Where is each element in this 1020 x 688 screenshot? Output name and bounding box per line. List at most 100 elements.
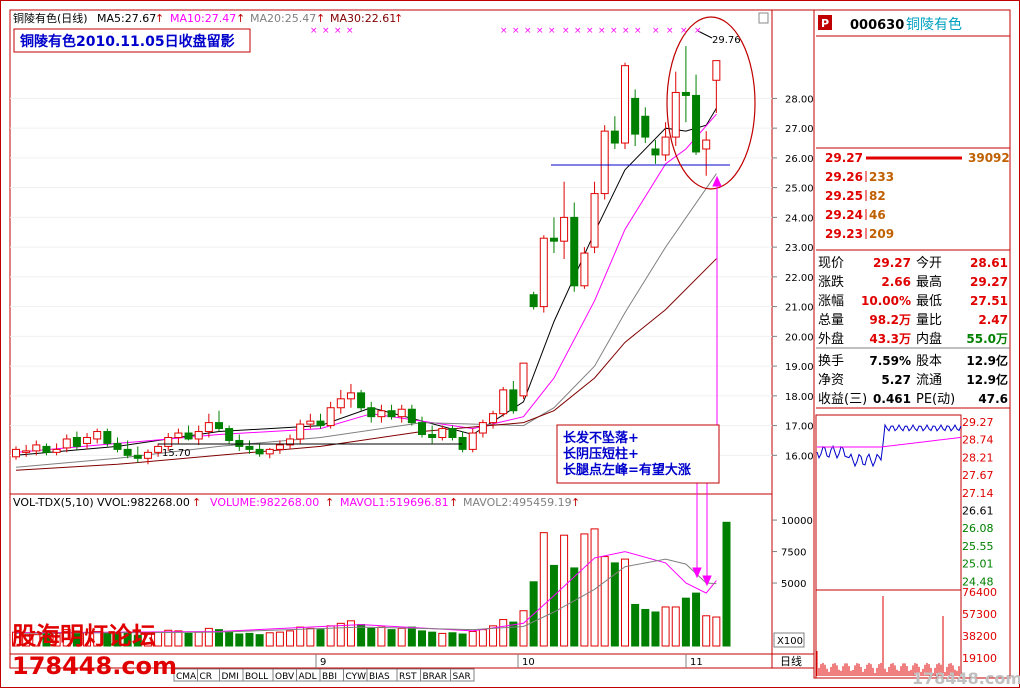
indicator-tab[interactable]: RST (396, 668, 421, 682)
volume-bar (296, 626, 305, 647)
corner-watermark: 178448.com (912, 669, 1020, 688)
indicator-tab[interactable]: CYW (343, 668, 368, 682)
indicator-tab[interactable]: CMA (173, 668, 198, 682)
volume-bar (580, 533, 589, 647)
indicator-tab[interactable]: SAR (450, 668, 475, 682)
volume-label: VOLUME:982268.00 (210, 496, 319, 509)
candle-body (489, 413, 498, 424)
stat-label: 今开 (916, 255, 942, 271)
quote-stat-row: 收益(三) 0.461 PE(动) 47.6 (818, 392, 1008, 407)
volume-bar (428, 631, 437, 647)
intraday-price-tick: 24.48 (962, 575, 994, 588)
volume-bar (32, 634, 41, 647)
indicator-tab[interactable]: CR (197, 668, 220, 682)
candle (671, 71, 680, 146)
candle (52, 443, 61, 456)
stat-label: 内盘 (916, 331, 942, 347)
indicator-tab-label: RST (399, 672, 417, 682)
quote-stat-row: 涨跌 2.66 最高 29.27 (818, 274, 1008, 290)
volume-bar (103, 632, 112, 647)
month-label: 10 (522, 657, 535, 668)
candle-body (93, 431, 102, 440)
vvol-arrow: ↑ (192, 496, 201, 509)
stat-value: 47.6 (978, 392, 1008, 406)
candle (489, 410, 498, 429)
intraday-price-tick: 26.61 (962, 505, 994, 518)
stat-label: PE(动) (916, 392, 955, 407)
stat-value: 12.9亿 (966, 372, 1008, 387)
volume-bar (113, 633, 122, 647)
stat-value: 27.51 (970, 294, 1008, 308)
intraday-price-tick: 28.74 (962, 434, 994, 447)
expand-button[interactable] (758, 12, 769, 24)
quote-stat-row: 现价 29.27 今开 28.61 (818, 255, 1008, 271)
candle-body (316, 420, 325, 427)
candle (194, 425, 203, 445)
volume-bar (539, 532, 548, 647)
signal-marker: × (622, 26, 630, 36)
price-tick-label: 20.00 (785, 332, 814, 343)
month-label: 9 (320, 657, 326, 668)
price-tick-label: 17.00 (785, 422, 814, 433)
ma10-label: MA10:27.47 (170, 12, 236, 25)
intraday-chart (815, 414, 962, 679)
intraday-price-tick: 25.01 (962, 558, 994, 571)
indicator-tab[interactable]: DMI (219, 668, 244, 682)
candle (621, 62, 629, 149)
indicator-tab[interactable]: BOLL (242, 668, 274, 682)
volume-bar (387, 629, 396, 647)
indicator-tab[interactable]: BIAS (366, 668, 398, 682)
candle-body (438, 428, 447, 438)
candle-body (154, 445, 163, 453)
candle-body (671, 91, 680, 138)
candle-body (549, 237, 558, 242)
candle (133, 446, 142, 463)
candle (12, 446, 20, 460)
volume-bar (235, 633, 244, 647)
candle (610, 116, 619, 149)
signal-marker: × (310, 26, 318, 36)
candle-body (72, 436, 81, 447)
candle (316, 413, 325, 429)
intraday-price-tick: 26.08 (962, 522, 994, 535)
annotation-line-2: 长阴压短柱+ (563, 446, 639, 462)
high-label: 29.76 (712, 35, 741, 46)
indicator-tab[interactable]: OBV (272, 668, 297, 682)
candle (418, 416, 426, 438)
annotation-line-3: 长腿点左峰=有望大涨 (563, 462, 691, 478)
candle (509, 380, 518, 414)
indicator-tab[interactable]: BRAR (420, 668, 451, 682)
mavol2-label: MAVOL2:495459.19 (463, 496, 572, 509)
volume-arrow: ↑ (325, 496, 334, 509)
candle (478, 419, 487, 438)
candle (712, 60, 721, 113)
order-price: 29.26 (825, 170, 863, 184)
candle-body (62, 438, 71, 449)
stat-value: 98.2万 (869, 313, 911, 327)
candle-body (123, 448, 132, 456)
intraday-price-tick: 27.67 (962, 469, 994, 482)
candle (204, 413, 213, 438)
month-label: 11 (690, 657, 703, 668)
candle (702, 131, 711, 176)
stat-value: 2.66 (881, 275, 911, 289)
stat-label: 量比 (916, 313, 942, 328)
stat-value: 5.27 (881, 373, 911, 387)
candle-body (428, 434, 437, 438)
candle-body (702, 139, 711, 150)
candle-body (621, 65, 629, 144)
indicator-tab[interactable]: BBI (319, 668, 344, 682)
indicator-tab-box[interactable] (450, 668, 475, 682)
volume-bar (174, 630, 183, 647)
candle-body (215, 422, 223, 430)
candle (255, 443, 264, 457)
stat-value: 7.59% (869, 354, 911, 368)
candle-body (610, 130, 619, 144)
volume-bar (468, 631, 477, 647)
candle-body (286, 438, 295, 446)
signal-marker: × (598, 26, 606, 36)
indicator-tab[interactable]: ADL (296, 668, 321, 682)
volume-bar (326, 625, 335, 647)
candle-body (377, 410, 386, 418)
volume-bar (42, 630, 51, 647)
